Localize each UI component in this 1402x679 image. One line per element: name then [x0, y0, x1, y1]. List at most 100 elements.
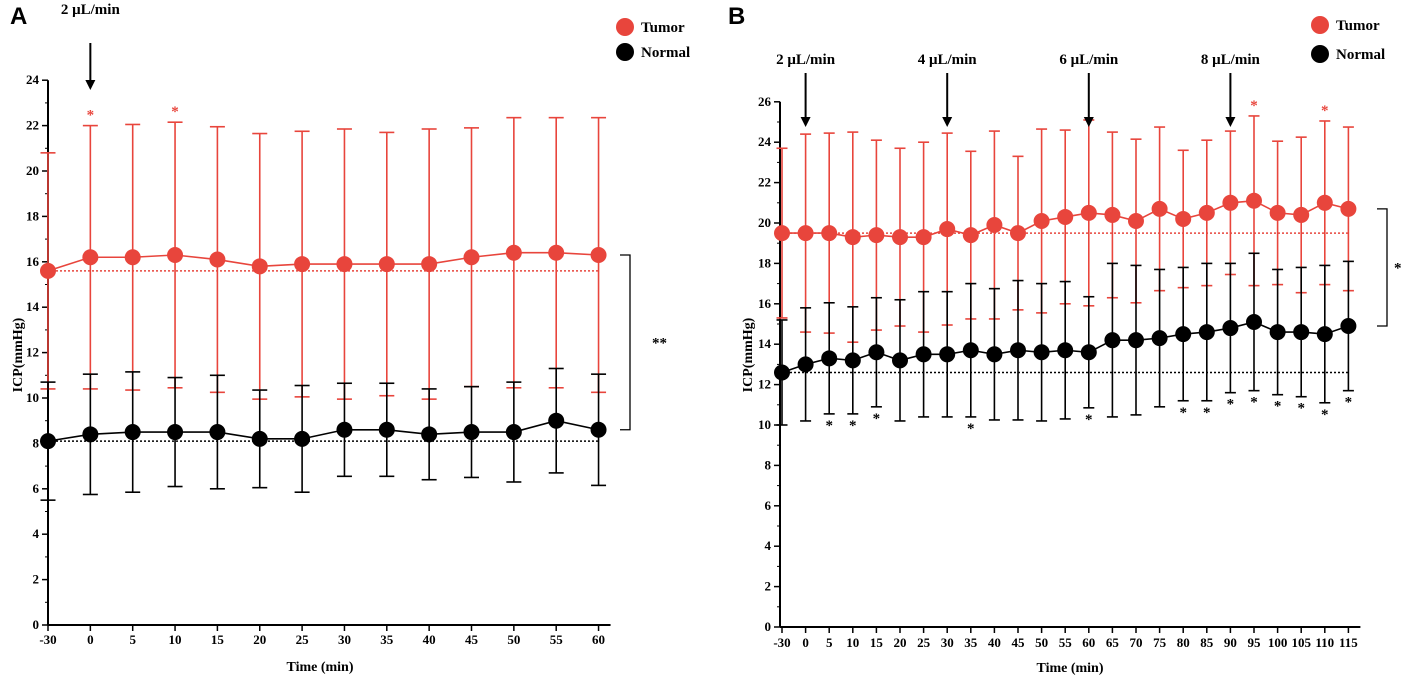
data-point-tumor: [1293, 206, 1310, 223]
x-tick-label: 55: [550, 632, 564, 647]
x-tick-label: 60: [592, 632, 605, 647]
x-tick-label: 20: [253, 632, 266, 647]
data-point-normal: [1104, 332, 1121, 349]
x-tick-label: 5: [129, 632, 136, 647]
data-point-tumor: [590, 246, 607, 263]
significance-bracket: [620, 254, 631, 431]
data-point-tumor: [868, 227, 885, 244]
y-tick-label: 18: [26, 208, 40, 223]
y-tick-label: 22: [758, 175, 771, 190]
data-point-tumor: [463, 249, 480, 266]
significance-marker-normal: *: [825, 418, 833, 434]
data-point-normal: [844, 352, 861, 369]
x-tick-label: 45: [1012, 635, 1026, 650]
data-point-normal: [1033, 344, 1050, 361]
x-tick-label: 110: [1315, 635, 1334, 650]
y-tick-label: 4: [33, 526, 40, 541]
significance-marker-normal: *: [1179, 405, 1187, 421]
data-point-tumor: [421, 256, 438, 273]
data-point-tumor: [378, 256, 395, 273]
data-point-tumor: [294, 256, 311, 273]
bracket-label: **: [1394, 260, 1402, 276]
data-point-normal: [1269, 324, 1286, 341]
data-point-normal: [1128, 332, 1144, 349]
legend-marker-tumor: [1311, 16, 1329, 34]
data-point-normal: [421, 426, 438, 443]
data-point-tumor: [1222, 194, 1239, 211]
significance-marker-normal: *: [967, 421, 975, 437]
x-tick-label: 10: [846, 635, 859, 650]
data-point-normal: [1175, 326, 1192, 343]
data-point-normal: [548, 412, 565, 429]
data-point-normal: [1340, 318, 1357, 335]
data-point-tumor: [844, 229, 861, 246]
bracket-label: **: [652, 335, 667, 351]
data-point-tumor: [336, 256, 353, 273]
data-point-tumor: [797, 225, 814, 242]
data-point-normal: [1057, 342, 1074, 359]
data-point-tumor: [962, 227, 979, 244]
x-tick-label: 50: [507, 632, 520, 647]
data-point-normal: [209, 424, 226, 441]
x-tick-label: 55: [1059, 635, 1073, 650]
data-point-tumor: [40, 262, 56, 279]
significance-marker-normal: *: [1203, 405, 1211, 421]
flow-rate-label: 6 μL/min: [1059, 52, 1119, 68]
legend-marker-normal: [616, 43, 634, 61]
data-point-tumor: [1080, 204, 1097, 221]
legend: Tumor Normal: [616, 18, 690, 61]
data-point-normal: [797, 356, 814, 373]
y-tick-label: 22: [26, 118, 39, 133]
x-tick-label: 80: [1177, 635, 1190, 650]
y-tick-label: 6: [765, 498, 772, 513]
significance-marker-normal: *: [1321, 407, 1329, 423]
data-point-normal: [892, 352, 908, 369]
data-point-normal: [1198, 324, 1215, 341]
significance-marker-normal: *: [1345, 395, 1353, 411]
data-point-normal: [40, 433, 56, 450]
data-point-normal: [1222, 320, 1239, 337]
data-point-tumor: [124, 249, 141, 266]
y-tick-label: 10: [26, 390, 39, 405]
y-tick-label: 26: [758, 94, 772, 109]
flow-rate-label: 8 μL/min: [1201, 52, 1261, 68]
y-tick-label: 12: [758, 377, 771, 392]
data-point-normal: [962, 342, 979, 359]
series-tumor: [40, 116, 607, 400]
data-point-tumor: [251, 258, 268, 275]
y-tick-label: 8: [765, 457, 772, 472]
significance-marker-normal: *: [1274, 399, 1282, 415]
legend-label-tumor: Tumor: [1336, 18, 1380, 34]
significance-bracket: [1377, 208, 1388, 327]
data-point-tumor: [1246, 192, 1262, 209]
data-point-tumor: [209, 251, 226, 268]
arrow-head-icon: [85, 80, 96, 90]
data-point-tumor: [774, 225, 790, 242]
data-point-normal: [1293, 324, 1310, 341]
significance-marker-tumor: *: [171, 104, 179, 120]
x-tick-label: 30: [941, 635, 954, 650]
y-tick-label: 10: [758, 417, 771, 432]
data-point-tumor: [167, 246, 184, 263]
data-point-tumor: [915, 229, 932, 246]
data-point-normal: [821, 350, 838, 367]
x-tick-label: 105: [1291, 635, 1311, 650]
x-tick-label: 25: [296, 632, 310, 647]
data-point-tumor: [1198, 204, 1215, 221]
series-normal: [774, 252, 1357, 426]
x-tick-label: 70: [1130, 635, 1143, 650]
data-point-normal: [294, 430, 311, 447]
x-tick-label: 85: [1200, 635, 1214, 650]
y-tick-label: 12: [26, 345, 39, 360]
data-point-normal: [1316, 326, 1333, 343]
y-tick-label: 18: [758, 255, 772, 270]
data-point-tumor: [821, 225, 838, 242]
data-point-normal: [1151, 330, 1168, 347]
data-point-normal: [82, 426, 99, 443]
data-point-normal: [378, 421, 395, 438]
x-tick-label: 35: [964, 635, 978, 650]
data-point-normal: [251, 430, 268, 447]
y-tick-label: 14: [26, 299, 40, 314]
y-tick-label: 16: [26, 254, 40, 269]
